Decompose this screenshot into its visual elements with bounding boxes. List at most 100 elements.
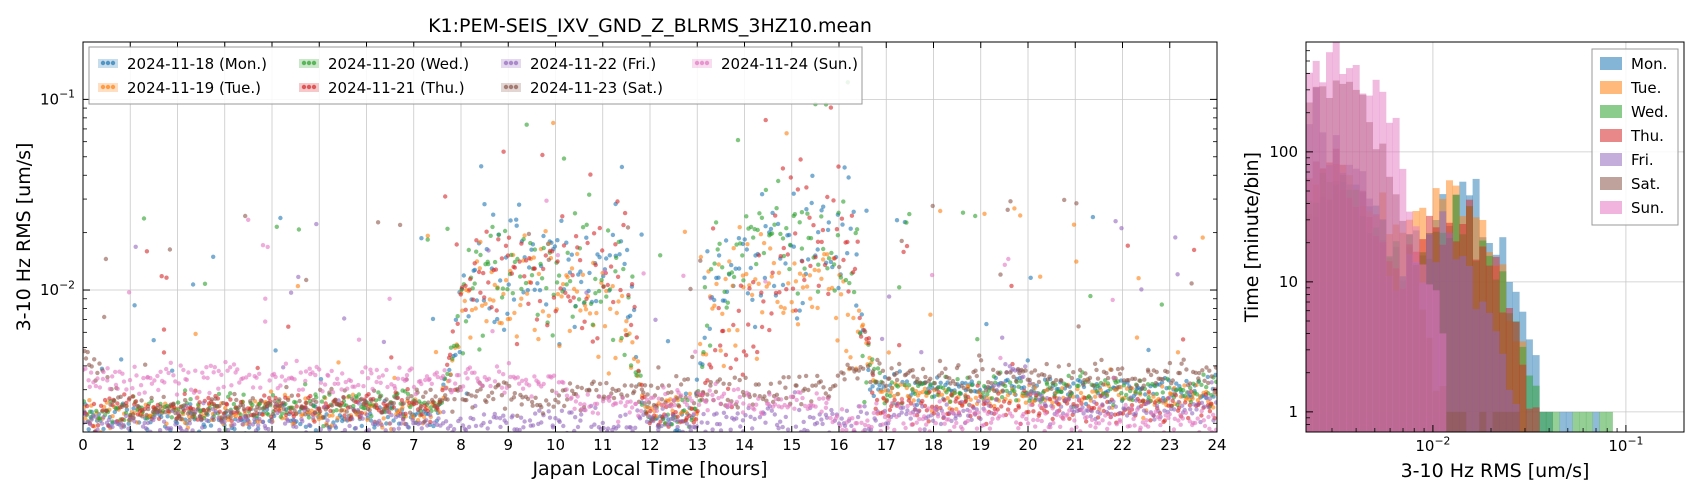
data-point <box>430 433 434 437</box>
data-point <box>99 421 105 426</box>
x-axis-label: Japan Local Time [hours] <box>531 458 767 480</box>
data-point <box>619 335 624 341</box>
data-point <box>156 416 162 421</box>
data-point <box>790 394 796 400</box>
data-point <box>778 419 783 424</box>
data-point <box>716 253 722 258</box>
data-point <box>580 272 586 277</box>
data-point <box>703 399 709 405</box>
data-point <box>639 382 644 388</box>
data-point <box>467 365 473 370</box>
data-point <box>584 296 589 301</box>
data-point <box>917 427 923 432</box>
data-point <box>1194 392 1200 397</box>
data-point <box>544 302 549 307</box>
data-point <box>478 252 483 258</box>
data-point <box>597 381 603 386</box>
data-point <box>497 416 503 421</box>
data-point <box>1092 361 1098 366</box>
data-point <box>1187 403 1193 408</box>
histogram-bar <box>1312 60 1320 432</box>
data-point <box>512 310 517 316</box>
data-point <box>1091 383 1096 388</box>
data-point <box>746 393 751 398</box>
data-point <box>1040 390 1046 395</box>
data-point <box>751 235 756 240</box>
data-point <box>849 213 855 218</box>
data-point <box>557 343 562 349</box>
data-point <box>193 368 198 373</box>
data-point <box>794 397 799 403</box>
data-point <box>832 256 837 261</box>
data-point <box>816 268 821 273</box>
data-point <box>532 287 537 292</box>
data-point <box>138 383 144 388</box>
data-point <box>669 390 674 395</box>
data-point <box>761 250 767 256</box>
data-point <box>602 324 608 329</box>
data-point <box>967 403 973 408</box>
data-point <box>144 412 149 418</box>
data-point <box>228 365 233 370</box>
data-point <box>750 426 755 431</box>
data-point <box>828 259 834 265</box>
histogram-bar <box>1446 232 1453 432</box>
x-tick-label: 11 <box>593 436 612 454</box>
data-point <box>841 199 846 204</box>
data-point <box>916 383 921 389</box>
data-point <box>573 415 578 420</box>
data-point <box>969 417 974 422</box>
data-point <box>208 423 214 428</box>
legend-marker <box>299 83 319 92</box>
data-point <box>1137 390 1143 396</box>
data-point <box>1152 400 1158 405</box>
data-point <box>723 238 729 243</box>
data-point <box>888 390 893 395</box>
data-point <box>839 416 844 421</box>
data-point <box>180 428 185 432</box>
data-point <box>1211 418 1216 423</box>
data-point <box>656 427 661 432</box>
data-point <box>543 229 548 234</box>
data-point <box>492 319 497 325</box>
data-point <box>682 377 687 382</box>
data-point <box>738 283 744 288</box>
data-point <box>142 406 148 412</box>
data-point <box>975 337 980 342</box>
data-point <box>734 357 739 362</box>
data-point <box>846 289 851 294</box>
data-point <box>694 377 700 382</box>
data-point <box>771 260 777 266</box>
data-point <box>721 410 727 415</box>
data-point <box>1108 414 1113 420</box>
data-point <box>445 397 450 402</box>
data-point <box>770 270 775 275</box>
histogram-bar <box>1412 226 1420 432</box>
data-point <box>1133 389 1138 394</box>
data-point <box>443 386 449 391</box>
data-point <box>1132 423 1137 428</box>
data-point <box>807 215 812 220</box>
data-point <box>819 214 824 219</box>
data-point <box>327 427 332 432</box>
data-point <box>328 408 333 414</box>
data-point <box>356 392 362 397</box>
data-point <box>472 261 477 266</box>
data-point <box>492 379 498 384</box>
data-point <box>797 374 802 379</box>
data-point <box>486 394 491 399</box>
data-point <box>1000 335 1005 340</box>
data-point <box>1199 400 1205 405</box>
data-point <box>540 309 546 314</box>
data-point <box>621 266 626 272</box>
legend-label: 2024-11-24 (Sun.) <box>721 55 858 73</box>
data-point <box>705 378 710 383</box>
data-point <box>726 328 732 333</box>
data-point <box>142 390 147 395</box>
data-point <box>520 395 525 400</box>
data-point <box>270 393 276 398</box>
data-point <box>756 382 761 387</box>
data-point <box>588 172 593 177</box>
data-point <box>687 413 692 418</box>
data-point <box>787 242 793 248</box>
